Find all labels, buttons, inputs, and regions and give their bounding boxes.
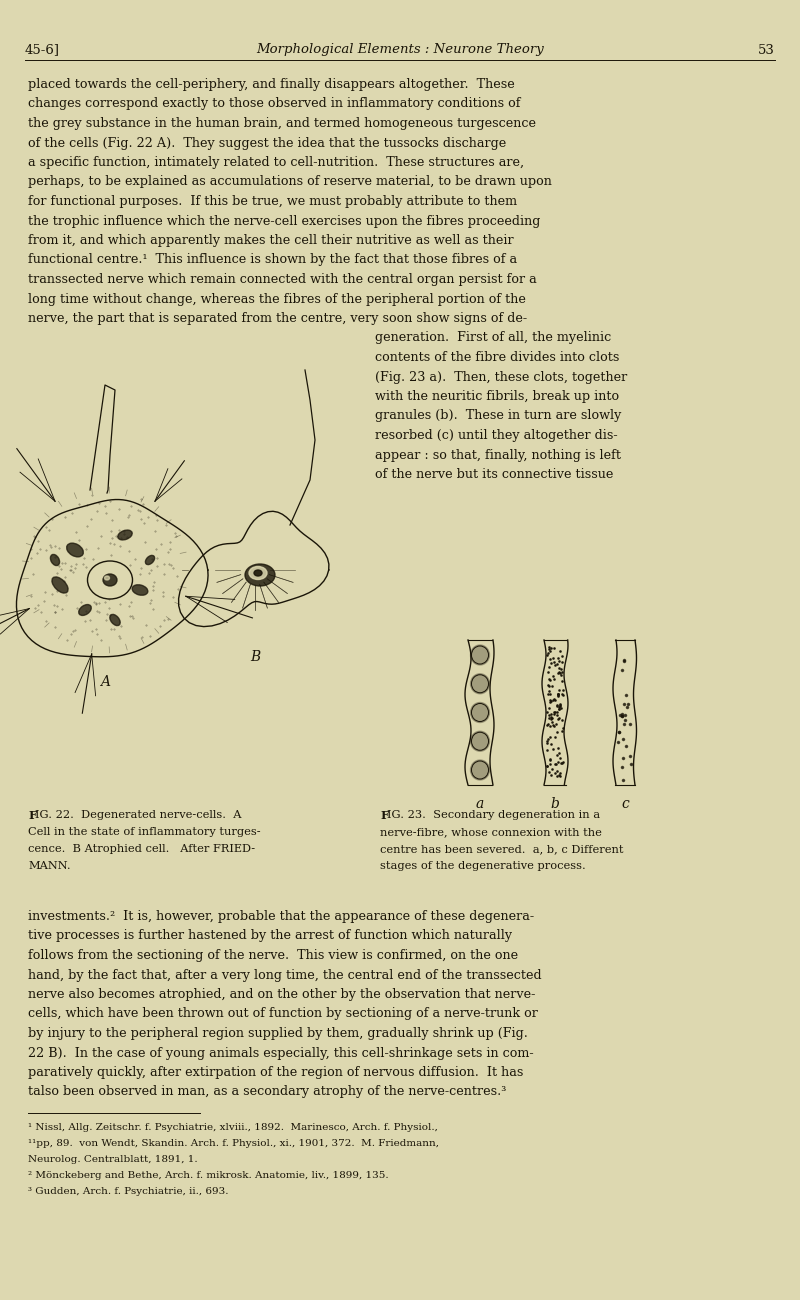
Ellipse shape: [470, 645, 490, 666]
Ellipse shape: [52, 577, 68, 593]
Text: talso been observed in man, as a secondary atrophy of the nerve-centres.³: talso been observed in man, as a seconda…: [28, 1086, 506, 1098]
Ellipse shape: [105, 576, 110, 580]
Text: A: A: [100, 675, 110, 689]
Text: ¹ Nissl, Allg. Zeitschr. f. Psychiatrie, xlviii., 1892.  Marinesco, Arch. f. Phy: ¹ Nissl, Allg. Zeitschr. f. Psychiatrie,…: [28, 1123, 438, 1132]
Ellipse shape: [118, 530, 132, 540]
Text: 45-6]: 45-6]: [25, 43, 60, 56]
Text: a specific function, intimately related to cell-nutrition.  These structures are: a specific function, intimately related …: [28, 156, 524, 169]
Text: IG. 23.  Secondary degeneration in a: IG. 23. Secondary degeneration in a: [387, 810, 600, 820]
Text: appear : so that, finally, nothing is left: appear : so that, finally, nothing is le…: [375, 448, 621, 461]
Text: by injury to the peripheral region supplied by them, gradually shrink up (Fig.: by injury to the peripheral region suppl…: [28, 1027, 528, 1040]
Text: B: B: [250, 650, 260, 664]
Text: contents of the fibre divides into clots: contents of the fibre divides into clots: [375, 351, 619, 364]
Ellipse shape: [254, 569, 262, 576]
Text: nerve-fibre, whose connexion with the: nerve-fibre, whose connexion with the: [380, 827, 602, 837]
Polygon shape: [17, 499, 208, 656]
Ellipse shape: [470, 731, 490, 751]
Text: 53: 53: [758, 43, 775, 56]
Text: F: F: [28, 810, 36, 822]
Text: Cell in the state of inflammatory turges-: Cell in the state of inflammatory turges…: [28, 827, 261, 837]
Text: nerve also becomes atrophied, and on the other by the observation that nerve-: nerve also becomes atrophied, and on the…: [28, 988, 535, 1001]
Text: ³ Gudden, Arch. f. Psychiatrie, ii., 693.: ³ Gudden, Arch. f. Psychiatrie, ii., 693…: [28, 1187, 229, 1196]
Ellipse shape: [470, 673, 490, 694]
Text: with the neuritic fibrils, break up into: with the neuritic fibrils, break up into: [375, 390, 619, 403]
Text: paratively quickly, after extirpation of the region of nervous diffusion.  It ha: paratively quickly, after extirpation of…: [28, 1066, 523, 1079]
Ellipse shape: [50, 554, 59, 566]
Ellipse shape: [66, 543, 83, 556]
Text: follows from the sectioning of the nerve.  This view is confirmed, on the one: follows from the sectioning of the nerve…: [28, 949, 518, 962]
Text: a: a: [476, 797, 484, 811]
Text: hand, by the fact that, after a very long time, the central end of the transsect: hand, by the fact that, after a very lon…: [28, 968, 542, 982]
Text: IG. 22.  Degenerated nerve-cells.  A: IG. 22. Degenerated nerve-cells. A: [35, 810, 242, 820]
Text: from it, and which apparently makes the cell their nutritive as well as their: from it, and which apparently makes the …: [28, 234, 514, 247]
Text: of the nerve but its connective tissue: of the nerve but its connective tissue: [375, 468, 614, 481]
Ellipse shape: [470, 702, 490, 723]
Text: functional centre.¹  This influence is shown by the fact that those fibres of a: functional centre.¹ This influence is sh…: [28, 254, 517, 266]
Ellipse shape: [249, 567, 267, 580]
Ellipse shape: [245, 564, 275, 586]
Text: stages of the degenerative process.: stages of the degenerative process.: [380, 861, 586, 871]
Text: Morphological Elements : Neurone Theory: Morphological Elements : Neurone Theory: [256, 43, 544, 56]
Text: centre has been severed.  a, b, c Different: centre has been severed. a, b, c Differe…: [380, 844, 623, 854]
Text: c: c: [621, 797, 629, 811]
Ellipse shape: [103, 575, 117, 586]
Text: nerve, the part that is separated from the centre, very soon show signs of de-: nerve, the part that is separated from t…: [28, 312, 527, 325]
Text: cence.  B Atrophied cell.   After FRIED-: cence. B Atrophied cell. After FRIED-: [28, 844, 255, 854]
Ellipse shape: [470, 760, 490, 780]
Text: for functional purposes.  If this be true, we must probably attribute to them: for functional purposes. If this be true…: [28, 195, 517, 208]
Ellipse shape: [110, 615, 120, 625]
Text: transsected nerve which remain connected with the central organ persist for a: transsected nerve which remain connected…: [28, 273, 537, 286]
Text: Neurolog. Centralblatt, 1891, 1.: Neurolog. Centralblatt, 1891, 1.: [28, 1154, 198, 1164]
Text: generation.  First of all, the myelinic: generation. First of all, the myelinic: [375, 332, 611, 344]
Text: resorbed (c) until they altogether dis-: resorbed (c) until they altogether dis-: [375, 429, 618, 442]
Text: tive processes is further hastened by the arrest of function which naturally: tive processes is further hastened by th…: [28, 930, 512, 942]
Ellipse shape: [78, 604, 91, 615]
Text: placed towards the cell-periphery, and finally disappears altogether.  These: placed towards the cell-periphery, and f…: [28, 78, 514, 91]
Text: 22 B).  In the case of young animals especially, this cell-shrinkage sets in com: 22 B). In the case of young animals espe…: [28, 1046, 534, 1059]
Text: changes correspond exactly to those observed in inflammatory conditions of: changes correspond exactly to those obse…: [28, 98, 521, 111]
Text: of the cells (Fig. 22 A).  They suggest the idea that the tussocks discharge: of the cells (Fig. 22 A). They suggest t…: [28, 136, 506, 150]
Text: F: F: [380, 810, 388, 822]
Text: ² Mönckeberg and Bethe, Arch. f. mikrosk. Anatomie, liv., 1899, 135.: ² Mönckeberg and Bethe, Arch. f. mikrosk…: [28, 1171, 389, 1180]
Text: the trophic influence which the nerve-cell exercises upon the fibres proceeding: the trophic influence which the nerve-ce…: [28, 214, 540, 227]
Polygon shape: [178, 511, 329, 627]
Text: granules (b).  These in turn are slowly: granules (b). These in turn are slowly: [375, 410, 622, 422]
Text: the grey substance in the human brain, and termed homogeneous turgescence: the grey substance in the human brain, a…: [28, 117, 536, 130]
Text: MANN.: MANN.: [28, 861, 70, 871]
Text: cells, which have been thrown out of function by sectioning of a nerve-trunk or: cells, which have been thrown out of fun…: [28, 1008, 538, 1020]
Ellipse shape: [132, 585, 148, 595]
Ellipse shape: [87, 562, 133, 599]
Text: (Fig. 23 a).  Then, these clots, together: (Fig. 23 a). Then, these clots, together: [375, 370, 627, 383]
Text: perhaps, to be explained as accumulations of reserve material, to be drawn upon: perhaps, to be explained as accumulation…: [28, 176, 552, 188]
Ellipse shape: [146, 555, 154, 564]
Text: ¹¹pp, 89.  von Wendt, Skandin. Arch. f. Physiol., xi., 1901, 372.  M. Friedmann,: ¹¹pp, 89. von Wendt, Skandin. Arch. f. P…: [28, 1139, 439, 1148]
Text: investments.²  It is, however, probable that the appearance of these degenera-: investments.² It is, however, probable t…: [28, 910, 534, 923]
Text: b: b: [550, 797, 559, 811]
Text: long time without change, whereas the fibres of the peripheral portion of the: long time without change, whereas the fi…: [28, 292, 526, 306]
